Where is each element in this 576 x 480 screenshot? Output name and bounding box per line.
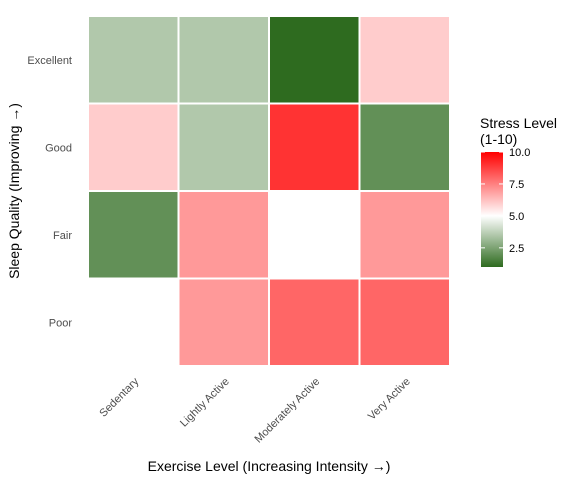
heatmap-cells <box>87 15 451 367</box>
y-axis-title: Sleep Quality (Improving →) <box>6 103 22 279</box>
legend-title-line-2: (1-10) <box>480 131 517 147</box>
heatmap-cell-moderately-active-fair <box>268 190 361 280</box>
heatmap-cell-lightly-active-fair <box>177 190 270 280</box>
heatmap-cell-sedentary-good <box>87 102 180 192</box>
y-tick-label-poor: Poor <box>49 317 73 329</box>
heatmap-cell-lightly-active-excellent <box>177 15 270 105</box>
heatmap-cell-very-active-fair <box>358 190 451 280</box>
x-axis-title: Exercise Level (Increasing Intensity →) <box>148 458 391 474</box>
heatmap-cell-lightly-active-poor <box>177 277 270 367</box>
legend-color-bar <box>481 152 503 267</box>
legend-tick-label: 5.0 <box>509 211 524 223</box>
x-tick-label-moderately-active: Moderately Active <box>252 376 322 446</box>
y-tick-label-excellent: Excellent <box>27 55 72 67</box>
x-axis-tick-labels: Sedentary Lightly Active Moderately Active… <box>97 375 412 445</box>
x-tick-label-very-active: Very Active <box>366 376 413 423</box>
heatmap-cell-very-active-good <box>358 102 451 192</box>
heatmap-cell-sedentary-excellent <box>87 15 180 105</box>
legend-tick-label: 7.5 <box>509 179 524 191</box>
y-tick-label-fair: Fair <box>53 230 72 242</box>
heatmap-cell-very-active-poor <box>358 277 451 367</box>
x-tick-label-lightly-active: Lightly Active <box>178 376 232 430</box>
heatmap-cell-lightly-active-good <box>177 102 270 192</box>
heatmap-cell-moderately-active-excellent <box>268 15 361 105</box>
heatmap-cell-moderately-active-poor <box>268 277 361 367</box>
heatmap-cell-sedentary-fair <box>87 190 180 280</box>
legend-title-line-1: Stress Level <box>480 115 557 131</box>
color-legend: Stress Level (1-10) 2.5 5.0 7.5 10.0 <box>480 115 557 267</box>
legend-ticks: 2.5 5.0 7.5 10.0 <box>481 147 530 255</box>
legend-tick-label: 10.0 <box>509 147 530 159</box>
y-axis-tick-labels: Excellent Good Fair Poor <box>27 55 72 330</box>
heatmap-cell-very-active-excellent <box>358 15 451 105</box>
legend-tick-label: 2.5 <box>509 243 524 255</box>
y-tick-label-good: Good <box>45 142 72 154</box>
heatmap-cell-moderately-active-good <box>268 102 361 192</box>
x-tick-label-sedentary: Sedentary <box>97 375 141 419</box>
